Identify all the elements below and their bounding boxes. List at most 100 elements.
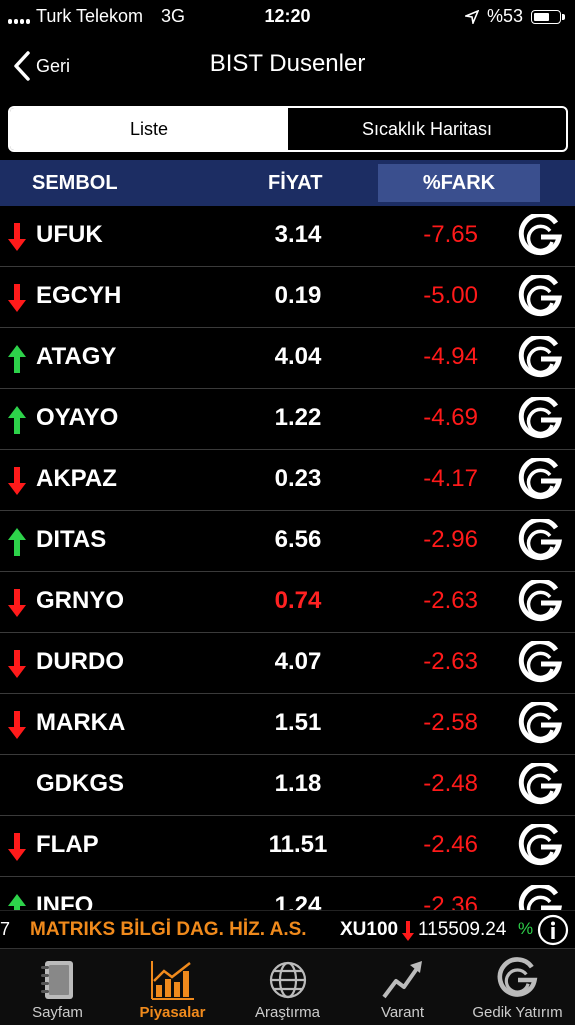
gedik-logo-icon[interactable]: [516, 824, 566, 870]
gedik-logo-icon[interactable]: [516, 763, 566, 809]
gedik-logo-icon[interactable]: [516, 214, 566, 260]
tab-gedik-yatirim[interactable]: Gedik Yatırım: [460, 949, 575, 1025]
row-price: 0.74: [274, 587, 322, 614]
gedik-logo-icon[interactable]: [516, 702, 566, 748]
row-diff: -2.96: [423, 526, 478, 553]
down-arrow-icon: [8, 650, 26, 678]
row-symbol: FLAP: [36, 831, 99, 858]
row-symbol: DITAS: [36, 526, 107, 553]
row-symbol: INFO: [36, 892, 94, 910]
segment-heatmap[interactable]: Sıcaklık Haritası: [361, 118, 493, 139]
row-symbol: EGCYH: [36, 282, 122, 309]
back-button[interactable]: Geri: [12, 50, 70, 82]
chevron-left-icon: [14, 51, 30, 81]
table-row[interactable]: MARKA 1.51 -2.58: [0, 694, 575, 755]
battery-percent: %53: [486, 6, 523, 26]
table-row[interactable]: UFUK 3.14 -7.65: [0, 206, 575, 267]
down-arrow-icon: [402, 921, 414, 941]
bar-chart-icon: [150, 961, 194, 1000]
segment-liste[interactable]: Liste: [10, 108, 288, 150]
notebook-icon: [40, 961, 73, 999]
down-arrow-icon: [8, 711, 26, 739]
table-row[interactable]: INFO 1.24 -2.36: [0, 877, 575, 910]
gedik-logo-icon[interactable]: [516, 275, 566, 321]
row-price: 0.19: [274, 282, 322, 309]
table-row[interactable]: OYAYO 1.22 -4.69: [0, 389, 575, 450]
page-title: BIST Dusenler: [209, 50, 366, 77]
ticker-index-value: 115509.24: [418, 919, 507, 940]
tab-arastirma[interactable]: Araştırma: [230, 949, 345, 1025]
battery-icon: [531, 9, 565, 24]
down-arrow-icon: [8, 833, 26, 861]
ticker-index-name: XU100: [340, 919, 399, 940]
ticker-index-pct: %: [518, 919, 534, 938]
table-row[interactable]: DITAS 6.56 -2.96: [0, 511, 575, 572]
carrier-label: Turk Telekom: [36, 6, 144, 26]
column-header-symbol[interactable]: SEMBOL: [32, 171, 118, 194]
status-bar: Turk Telekom 3G 12:20 %53: [0, 0, 575, 34]
row-diff: -4.94: [423, 343, 478, 370]
row-price: 11.51: [268, 831, 328, 858]
table-row[interactable]: GDKGS 1.18 -2.48: [0, 755, 575, 816]
gedik-logo-icon[interactable]: [516, 519, 566, 565]
up-arrow-icon: [8, 345, 26, 373]
row-price: 6.56: [274, 526, 322, 553]
stock-list: UFUK 3.14 -7.65 EGCYH 0.19 -5.00 ATAGY 4.04 -4.9…: [0, 206, 575, 910]
tab-label: Gedik Yatırım: [472, 1004, 563, 1021]
down-arrow-icon: [8, 589, 26, 617]
row-diff: -4.17: [423, 465, 478, 492]
table-row[interactable]: ATAGY 4.04 -4.94: [0, 328, 575, 389]
location-arrow-icon: [464, 9, 479, 24]
row-price: 1.24: [274, 892, 322, 910]
tab-label: Araştırma: [254, 1004, 320, 1021]
column-header-diff[interactable]: %FARK: [378, 164, 540, 202]
row-diff: -2.63: [423, 587, 478, 614]
table-header: SEMBOL FİYAT %FARK: [0, 160, 575, 206]
row-symbol: MARKA: [36, 709, 126, 736]
row-diff: -2.46: [423, 831, 478, 858]
down-arrow-icon: [8, 467, 26, 495]
clock: 12:20: [264, 6, 311, 26]
tab-piyasalar[interactable]: Piyasalar: [115, 949, 230, 1025]
row-symbol: GDKGS: [36, 770, 125, 797]
row-price: 3.14: [274, 221, 322, 248]
info-icon[interactable]: [536, 913, 570, 947]
ticker-edge-text: 7: [0, 919, 11, 939]
row-diff: -2.63: [423, 648, 478, 675]
gedik-logo-icon[interactable]: [516, 885, 566, 910]
row-diff: -7.65: [423, 221, 478, 248]
ticker-bar: 7 MATRIKS BİLGİ DAG. HİZ. A.S. XU100 115…: [0, 910, 575, 949]
gedik-logo-icon[interactable]: [516, 580, 566, 626]
globe-icon: [269, 961, 306, 999]
gedik-logo-icon[interactable]: [516, 458, 566, 504]
down-arrow-icon: [8, 284, 26, 312]
column-header-price[interactable]: FİYAT: [268, 171, 323, 194]
back-label: Geri: [36, 55, 71, 76]
gedik-logo-icon[interactable]: [516, 641, 566, 687]
gedik-logo-icon[interactable]: [516, 397, 566, 443]
row-diff: -2.36: [423, 892, 478, 910]
table-row[interactable]: FLAP 11.51 -2.46: [0, 816, 575, 877]
tab-varant[interactable]: Varant: [345, 949, 460, 1025]
gedik-logo-icon: [497, 957, 537, 997]
row-diff: -2.58: [423, 709, 478, 736]
gedik-logo-icon[interactable]: [516, 336, 566, 382]
row-symbol: AKPAZ: [36, 465, 117, 492]
tab-label: Sayfam: [32, 1004, 83, 1021]
row-price: 4.04: [274, 343, 322, 370]
row-price: 1.18: [274, 770, 322, 797]
tab-sayfam[interactable]: Sayfam: [0, 949, 115, 1025]
row-diff: -4.69: [423, 404, 478, 431]
tab-bar: Sayfam Piyasalar Araştırma Varant Gedik: [0, 948, 575, 1025]
tab-label: Varant: [380, 1004, 425, 1021]
table-row[interactable]: DURDO 4.07 -2.63: [0, 633, 575, 694]
row-symbol: GRNYO: [36, 587, 125, 614]
row-symbol: OYAYO: [36, 404, 119, 431]
table-row[interactable]: AKPAZ 0.23 -4.17: [0, 450, 575, 511]
table-row[interactable]: EGCYH 0.19 -5.00: [0, 267, 575, 328]
up-arrow-icon: [8, 406, 26, 434]
up-arrow-icon: [8, 528, 26, 556]
network-label: 3G: [161, 6, 186, 26]
row-price: 1.51: [274, 709, 322, 736]
table-row[interactable]: GRNYO 0.74 -2.63: [0, 572, 575, 633]
